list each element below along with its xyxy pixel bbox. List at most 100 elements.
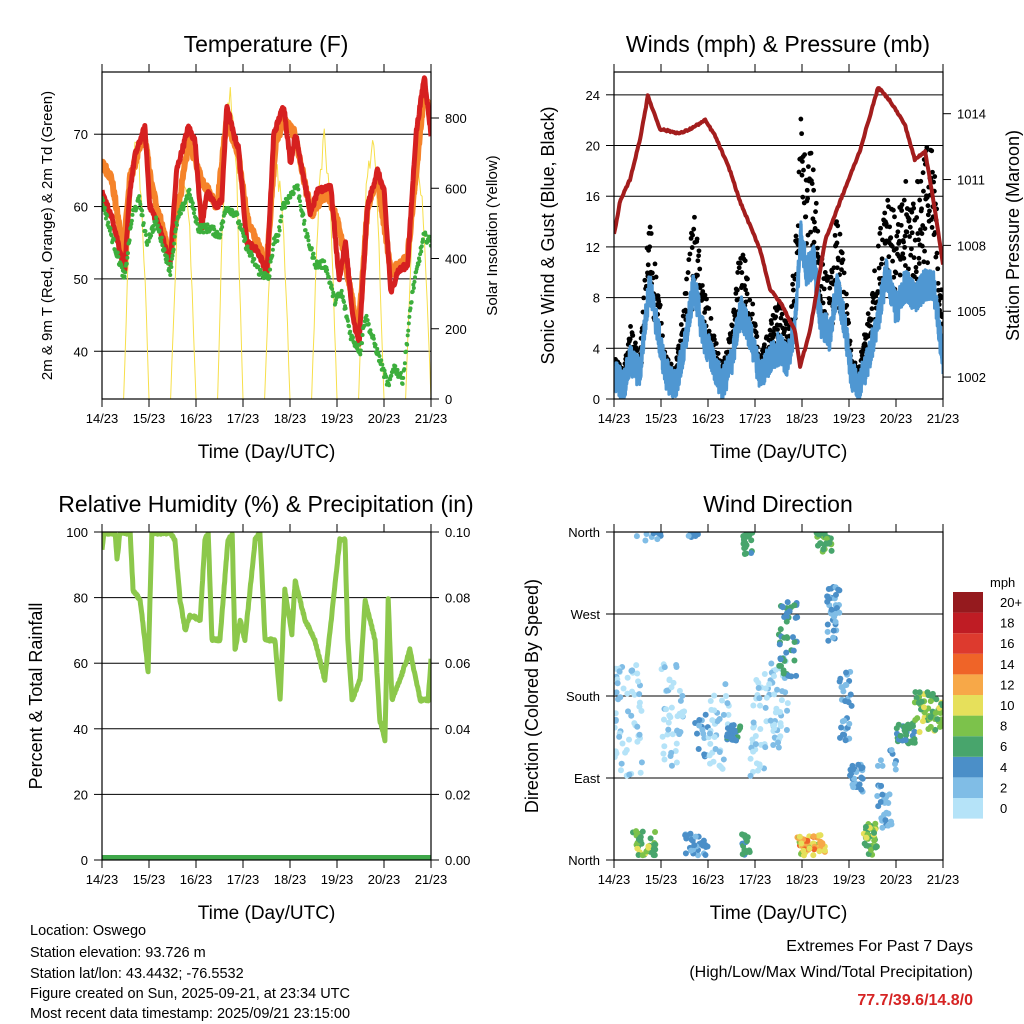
gust-point xyxy=(689,245,695,250)
wind-direction-point xyxy=(672,747,679,754)
dewpoint-point xyxy=(325,268,330,273)
x-tick-label: 14/23 xyxy=(86,411,119,426)
dewpoint-point xyxy=(406,328,411,333)
colorbar-swatch xyxy=(953,592,983,613)
gust-point xyxy=(939,287,943,293)
x-tick-label: 16/23 xyxy=(692,411,725,426)
wind-direction-point xyxy=(617,767,624,774)
plot-area xyxy=(614,532,943,859)
wind-direction-point xyxy=(637,834,644,841)
y-right-tick-label: 0.02 xyxy=(445,787,470,802)
wind-direction-point xyxy=(727,734,734,741)
dewpoint-point xyxy=(371,336,376,341)
gust-point xyxy=(657,302,663,308)
dewpoint-point xyxy=(379,358,384,363)
gust-point xyxy=(901,255,907,261)
wind-direction-point xyxy=(739,851,746,858)
gust-point xyxy=(740,252,746,258)
colorbar-swatch xyxy=(953,674,983,695)
dewpoint-point xyxy=(143,229,148,234)
wind-direction-point xyxy=(871,829,878,836)
wind-direction-point xyxy=(835,586,842,593)
dewpoint-point xyxy=(127,238,132,243)
dewpoint-point xyxy=(348,329,353,334)
wind-direction-point xyxy=(783,726,790,733)
wind-direction-point xyxy=(724,700,731,707)
gust-point xyxy=(904,229,910,235)
y-right-tick-label: 0.10 xyxy=(445,525,470,540)
wind-direction-point xyxy=(660,750,667,757)
y-axis-label: Direction (Colored By Speed) xyxy=(522,579,542,813)
x-tick-label: 19/23 xyxy=(321,411,354,426)
dewpoint-point xyxy=(405,342,410,347)
wind-direction-point xyxy=(716,749,723,756)
dewpoint-point xyxy=(187,193,192,198)
x-tick-label: 14/23 xyxy=(86,872,119,887)
gust-point xyxy=(839,250,845,256)
chart-title: Relative Humidity (%) & Precipitation (i… xyxy=(58,491,473,517)
gust-point xyxy=(925,260,930,266)
wind-direction-point xyxy=(846,720,853,727)
gust-point xyxy=(841,270,847,276)
wind-direction-point xyxy=(699,842,706,849)
wind-direction-point xyxy=(756,702,763,709)
x-axis-label: Time (Day/UTC) xyxy=(198,903,336,924)
wind-direction-point xyxy=(817,832,824,839)
wind-direction-point xyxy=(666,712,673,719)
wind-direction-point xyxy=(674,727,681,734)
gust-point xyxy=(800,194,806,200)
gust-point xyxy=(647,244,653,250)
wind-direction-point xyxy=(858,774,865,781)
y-right-tick-label: 0.04 xyxy=(445,722,470,737)
dewpoint-point xyxy=(409,300,414,305)
wind-direction-point xyxy=(892,760,899,767)
gust-point xyxy=(892,214,897,220)
wind-direction-point xyxy=(747,772,754,779)
gust-point xyxy=(939,314,943,320)
wind-direction-point xyxy=(628,712,635,719)
y-tick-label: 100 xyxy=(66,525,88,540)
gust-point xyxy=(909,209,915,215)
gust-point xyxy=(890,207,896,213)
wind-direction-point xyxy=(742,544,749,551)
dewpoint-point xyxy=(423,232,428,237)
wind-direction-point xyxy=(711,692,718,699)
wind-direction-point xyxy=(614,680,621,687)
wind-direction-point xyxy=(722,681,729,688)
gust-point xyxy=(840,257,846,263)
wind-direction-point xyxy=(916,729,923,736)
dewpoint-point xyxy=(389,373,394,378)
wind-direction-point xyxy=(762,744,769,751)
wind-direction-point xyxy=(888,821,895,828)
dewpoint-point xyxy=(279,214,284,219)
wind-direction-point xyxy=(842,737,849,744)
dewpoint-point xyxy=(388,377,393,382)
gust-point xyxy=(706,328,712,334)
wind-direction-point xyxy=(874,793,881,800)
dewpoint-point xyxy=(129,222,134,227)
wind-direction-point xyxy=(633,533,640,540)
x-tick-label: 19/23 xyxy=(833,411,866,426)
gust-point xyxy=(702,309,708,315)
y-right-tick-label: 1008 xyxy=(957,238,986,253)
wind-direction-point xyxy=(847,691,854,698)
x-tick-label: 21/23 xyxy=(927,411,960,426)
y-right-tick-label: 0 xyxy=(445,392,452,407)
chart-title: Wind Direction xyxy=(703,491,853,517)
y-axis-right-label: Solar Insolation (Yellow) xyxy=(484,155,501,315)
dewpoint-point xyxy=(427,234,431,239)
dewpoint-point xyxy=(146,239,151,244)
gust-point xyxy=(812,219,817,225)
gust-point xyxy=(678,338,683,344)
gust-point xyxy=(918,178,924,184)
wind-direction-point xyxy=(939,702,943,709)
wind-direction-point xyxy=(626,736,633,743)
gust-point xyxy=(815,254,821,260)
colorbar-title: mph xyxy=(990,575,1015,590)
wind-direction-point xyxy=(858,786,865,793)
dewpoint-point xyxy=(134,205,139,210)
wind-direction-point xyxy=(828,547,835,554)
gust-point xyxy=(921,259,927,265)
y-tick-label: 4 xyxy=(593,341,600,356)
gust-point xyxy=(925,203,931,209)
